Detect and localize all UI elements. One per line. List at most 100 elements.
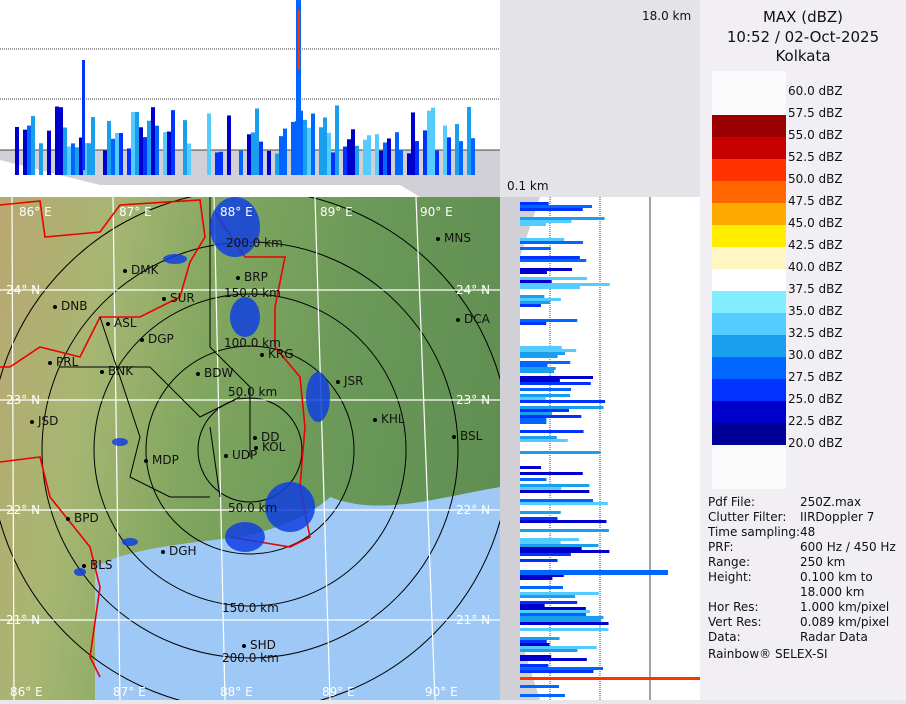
lon-label: 86° E [19,205,52,219]
echo-column [279,136,283,175]
legend-blank-band [712,445,786,489]
legend-tick-label: 32.5 dBZ [788,326,843,340]
echo-column [67,146,71,175]
echo-column [291,121,295,175]
legend-tick-label: 40.0 dBZ [788,260,843,274]
echo-row [520,655,552,658]
info-value: 1.000 km/pixel [800,600,890,614]
echo-row [520,685,559,688]
echo-row [520,256,580,259]
echo-row [520,511,561,514]
echo-row [520,664,549,667]
lat-label: 22° N [6,503,41,517]
lat-label: 24° N [456,283,491,297]
echo-column [151,107,155,175]
echo-column [423,130,427,175]
echo-row [520,394,571,397]
city-label: UDP [224,448,257,462]
city-label: DGH [161,544,197,558]
info-value: 600 Hz / 450 Hz [800,540,896,554]
city-label: BNK [100,364,133,378]
legend-color-band [712,313,786,335]
lat-label: 24° N [6,283,41,297]
echo-column [247,134,251,175]
echo-row [520,570,668,575]
echo-row [520,451,601,454]
echo-row [520,352,566,355]
range-ring-label: 150.0 km [224,286,281,300]
echo-row [520,541,561,544]
echo-row [520,406,604,409]
echo-column [119,133,123,175]
echo-column [347,139,351,175]
echo-column [139,127,143,175]
echo-row [520,658,587,661]
city-label: BLS [82,558,113,572]
datetime: 10:52 / 02-Oct-2025 [726,28,880,46]
echo-columns [15,0,475,175]
graticule [0,197,500,700]
city-label: ASL [106,316,137,330]
echo-column [251,132,255,175]
echo-cell [225,522,265,552]
echo-column [219,151,223,175]
legend-tick-label: 45.0 dBZ [788,216,843,230]
echo-row [520,616,604,619]
echo-column [431,107,435,175]
echo-column [447,137,451,175]
echo-row [520,574,564,577]
legend-blank-band [712,71,786,115]
echo-row [520,472,583,475]
echo-column [471,138,475,175]
echo-column [239,150,243,175]
legend-color-band [712,379,786,401]
map-overlay [0,197,500,700]
range-ring-label: 50.0 km [228,385,278,399]
legend-color-band [712,137,786,159]
echo-row [520,217,605,220]
echo-column [411,112,415,175]
echo-column [335,105,339,175]
echo-row [520,397,546,400]
info-key: Height: [708,570,752,584]
echo-column [255,108,259,175]
info-value: 0.089 km/pixel [800,615,890,629]
city-label: DGP [140,332,174,346]
echo-row [520,355,558,358]
range-ring-label: 150.0 km [222,601,279,615]
echo-row [520,643,550,646]
echo-row [520,247,551,250]
echo-row [520,202,549,205]
echo-row [520,586,563,589]
echo-column [55,106,59,175]
legend-panel: MAX (dBZ) 10:52 / 02-Oct-2025 Kolkata 60… [700,0,906,700]
echo-column [427,110,431,175]
legend-tick-label: 50.0 dBZ [788,172,843,186]
echo-column [147,120,151,175]
echo-row [520,295,545,298]
echo-row [520,415,582,418]
echo-column [367,135,371,175]
legend-tick-label: 37.5 dBZ [788,282,843,296]
echo-row [520,610,590,613]
corner-panel: 18.0 km 0.1 km [500,0,700,197]
echo-row [520,379,560,382]
city-label: PRL [48,355,78,369]
echo-row [520,409,569,412]
echo-row [520,517,558,520]
echo-column [155,125,159,175]
echo-column [87,143,91,175]
range-ring-label: 200.0 km [222,651,279,665]
radar-map[interactable]: 86° E 87° E 88° E 89° E 90° E 86° E 87° E 88° E… [0,197,500,700]
echo-row [520,364,548,367]
echo-row [520,223,547,226]
echo-row [520,418,547,421]
echo-column [307,127,311,175]
info-value: 18.000 km [800,585,865,599]
lon-label: 88° E [220,685,253,699]
echo-column [327,132,331,175]
legend-color-band [712,291,786,313]
state-borders [0,199,311,678]
legend-tick-label: 57.5 dBZ [788,106,843,120]
echo-column [375,134,379,175]
